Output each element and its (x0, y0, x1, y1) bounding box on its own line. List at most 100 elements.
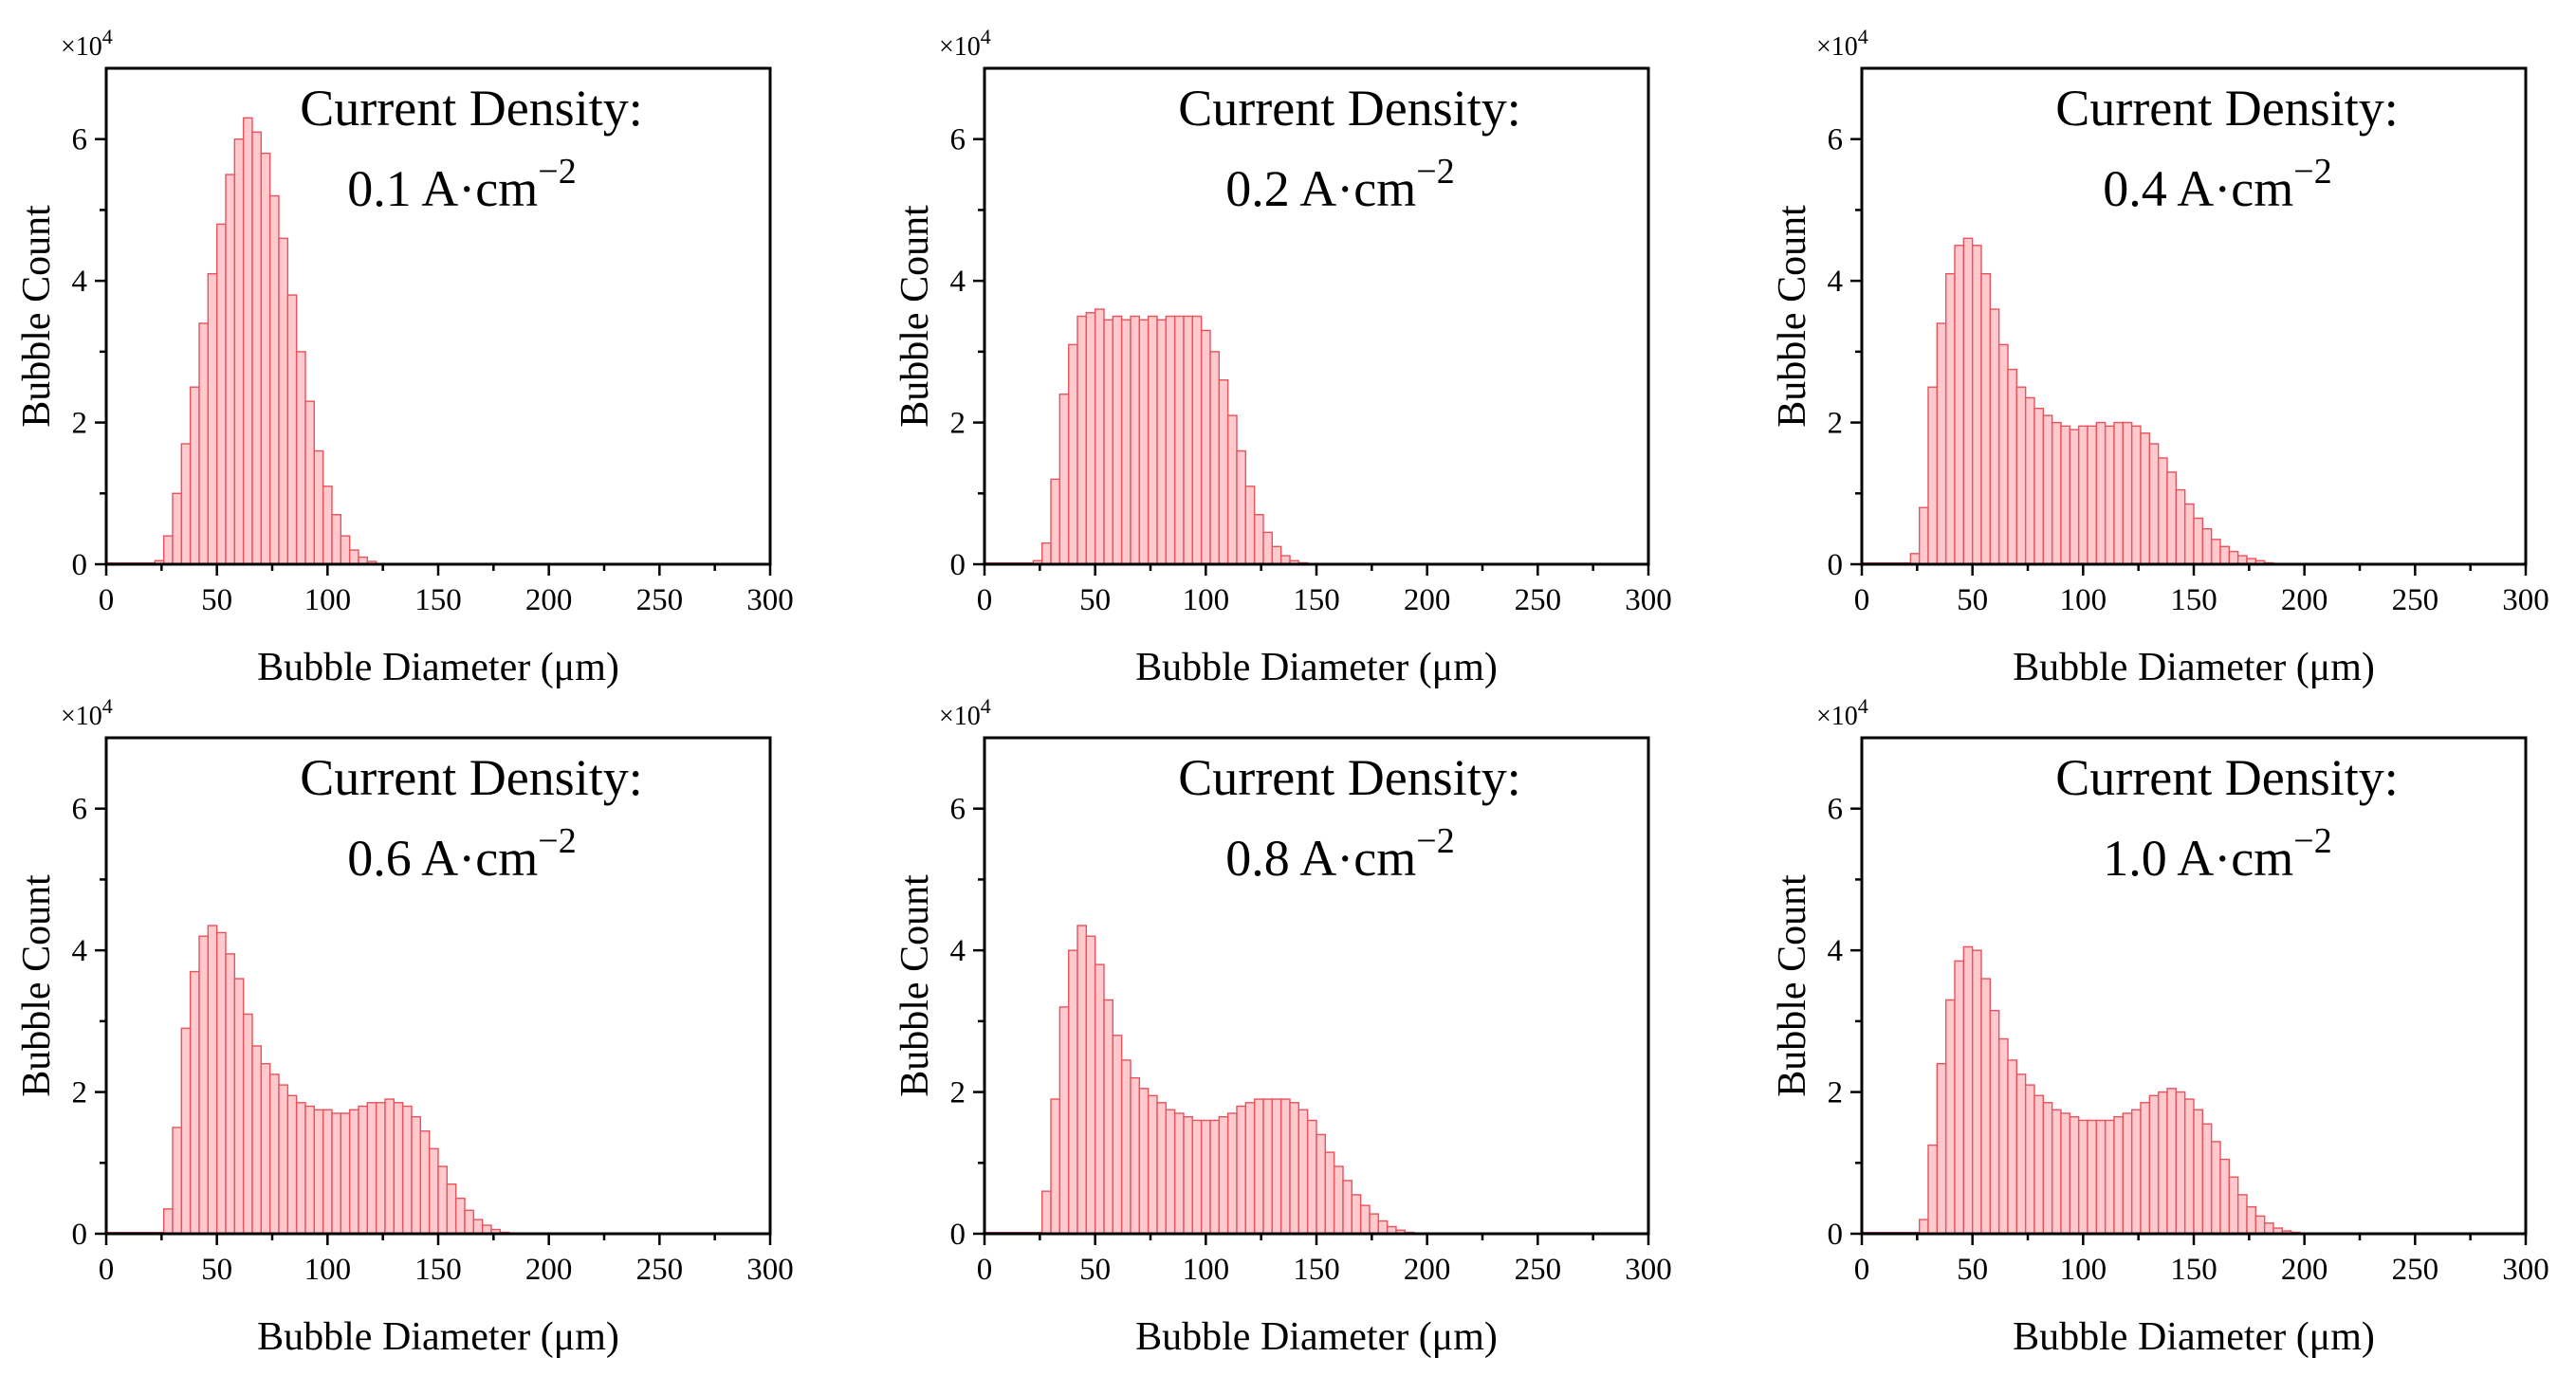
y-multiplier-base: ×10 (61, 32, 102, 62)
histogram-bar (268, 1073, 280, 1235)
y-tick-label: 4 (72, 934, 88, 968)
y-tick-label: 6 (72, 123, 88, 157)
histogram-bar (1103, 319, 1114, 565)
histogram-bars (1862, 945, 2301, 1235)
y-multiplier-base: ×10 (939, 32, 981, 62)
histogram-bar (2095, 1119, 2107, 1235)
histogram-bar (1138, 1088, 1150, 1235)
histogram-bar (1944, 272, 1956, 565)
histogram-bar (348, 549, 359, 565)
histogram-bar (1130, 315, 1141, 565)
histogram-bar (1936, 322, 1947, 565)
histogram-bar (1279, 1098, 1291, 1235)
histogram-bar (2087, 425, 2098, 565)
x-tick-label: 300 (746, 583, 794, 617)
histogram-bar (1058, 1006, 1070, 1235)
histogram-bar (1191, 315, 1203, 565)
histogram-bar (1209, 351, 1221, 565)
histogram-bar (260, 152, 271, 565)
histogram-bar (286, 1094, 298, 1235)
histogram-bar (2087, 1119, 2098, 1235)
x-tick-label: 50 (201, 1253, 232, 1287)
histogram-bar (437, 1165, 449, 1235)
histogram-bar (1244, 486, 1256, 565)
histogram-bar (1094, 308, 1105, 565)
x-tick-label: 0 (1854, 1253, 1870, 1287)
x-tick-label: 300 (746, 1253, 794, 1287)
y-tick-label: 6 (1828, 123, 1844, 157)
histogram-bar (2051, 421, 2062, 565)
histogram-bar (233, 138, 245, 565)
histogram-bar (2201, 1123, 2213, 1235)
histogram-bar (2157, 1091, 2168, 1235)
histogram-bar (2228, 550, 2239, 565)
histogram-bar (1262, 1098, 1274, 1235)
x-tick-label: 150 (1293, 583, 1340, 617)
subtitle-exponent: −2 (2293, 821, 2331, 861)
y-axis-label: Bubble Count (15, 874, 59, 1097)
histogram-bar (2157, 457, 2168, 565)
histogram-bar (1962, 945, 1974, 1235)
histogram-bars (984, 925, 1415, 1235)
y-multiplier-base: ×10 (1816, 32, 1858, 62)
y-tick-label: 2 (72, 407, 88, 441)
histogram-bar (1333, 1165, 1344, 1235)
histogram-bar (1262, 531, 1274, 565)
histogram-bar (2201, 527, 2213, 565)
histogram-bar (2148, 443, 2160, 565)
x-axis-label: Bubble Diameter (μm) (1135, 1315, 1498, 1359)
histogram-bar (2042, 1102, 2053, 1235)
histogram-bar (1253, 1098, 1264, 1235)
histogram-bar (1200, 329, 1211, 565)
histogram-bar (1165, 1109, 1176, 1235)
histogram-bar (1050, 1098, 1061, 1235)
y-multiplier-exponent: 4 (981, 694, 991, 718)
histogram-bar (2210, 539, 2221, 565)
histogram-bar (2033, 1094, 2045, 1235)
histogram-bar (1909, 553, 1921, 565)
histogram-bar (2007, 1059, 2018, 1235)
histogram-bar (2077, 1119, 2088, 1235)
histogram-bar (313, 449, 324, 565)
y-multiplier-exponent: 4 (102, 25, 113, 48)
histogram-bar (1954, 960, 1965, 1235)
histogram-bar (2104, 1119, 2115, 1235)
x-tick-label: 150 (414, 1253, 462, 1287)
y-tick-label: 6 (950, 123, 966, 157)
histogram-bar (348, 1109, 359, 1235)
x-tick-label: 150 (2170, 1253, 2217, 1287)
histogram-bar (1040, 541, 1052, 565)
y-axis-label: Bubble Count (893, 205, 937, 428)
histogram-bar (1918, 1219, 1929, 1235)
histogram-bar (1165, 315, 1176, 565)
histogram-bar (1306, 1119, 1317, 1235)
histogram-bar (2113, 421, 2125, 565)
x-tick-label: 100 (1183, 1253, 1230, 1287)
y-tick-label: 6 (1828, 793, 1844, 827)
y-multiplier-base: ×10 (1816, 702, 1858, 731)
histogram-bar (2148, 1094, 2160, 1235)
y-tick-label: 2 (1828, 1076, 1844, 1110)
x-tick-label: 250 (1515, 1253, 1562, 1287)
histogram-bar (1147, 1094, 1158, 1235)
chart-subtitle: 1.0 A·cm−2 (2103, 821, 2331, 887)
histogram-bar (2130, 1109, 2142, 1235)
histogram-bar (2193, 517, 2204, 565)
histogram-bar (304, 400, 316, 565)
histogram-bar (1971, 949, 1982, 1235)
histogram-bar (1173, 315, 1185, 565)
histogram-bar (2166, 471, 2178, 565)
x-tick-label: 300 (1625, 1253, 1672, 1287)
subtitle-exponent: −2 (1416, 152, 1454, 192)
histogram-bar (1058, 393, 1070, 565)
histogram-bar (1085, 312, 1096, 565)
histogram-bar (1989, 1009, 2000, 1235)
y-tick-label: 0 (950, 548, 966, 582)
histogram-bar (1944, 999, 1956, 1235)
histogram-bar (1918, 506, 1929, 565)
histogram-bar (1067, 949, 1078, 1235)
histogram-bar (233, 978, 245, 1235)
x-tick-label: 50 (201, 583, 232, 617)
